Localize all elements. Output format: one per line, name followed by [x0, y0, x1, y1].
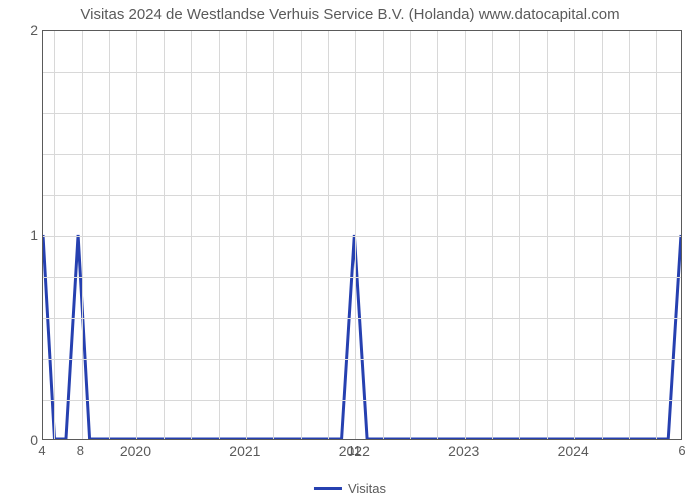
data-point-label: 6	[678, 443, 685, 458]
grid-line-h-major	[43, 236, 681, 237]
grid-line-v-minor	[54, 31, 55, 439]
grid-line-v-minor	[219, 31, 220, 439]
grid-line-v-minor	[273, 31, 274, 439]
legend-swatch	[314, 487, 342, 490]
data-point-label: 4	[38, 443, 45, 458]
chart-container: Visitas 2024 de Westlandse Verhuis Servi…	[0, 0, 700, 500]
line-path-svg	[43, 31, 681, 439]
grid-line-v-minor	[328, 31, 329, 439]
grid-line-v-minor	[629, 31, 630, 439]
grid-line-h	[43, 113, 681, 114]
x-tick-label: 2023	[448, 443, 479, 459]
x-tick-label: 2021	[229, 443, 260, 459]
grid-line-v-minor	[547, 31, 548, 439]
x-tick-label: 2020	[120, 443, 151, 459]
y-tick-label: 2	[30, 22, 38, 38]
grid-line-v-minor	[602, 31, 603, 439]
data-point-label: 11	[348, 443, 362, 458]
grid-line-v-minor	[301, 31, 302, 439]
grid-line-v-minor	[519, 31, 520, 439]
grid-line-v-major	[136, 31, 137, 439]
y-tick-label: 1	[30, 227, 38, 243]
grid-line-h	[43, 195, 681, 196]
grid-line-v-minor	[82, 31, 83, 439]
x-tick-label: 2024	[558, 443, 589, 459]
grid-line-v-minor	[383, 31, 384, 439]
grid-line-v-minor	[191, 31, 192, 439]
grid-line-v-minor	[410, 31, 411, 439]
y-tick-label: 0	[30, 432, 38, 448]
grid-line-v-minor	[656, 31, 657, 439]
grid-line-h	[43, 154, 681, 155]
legend: Visitas	[314, 481, 386, 496]
grid-line-h	[43, 400, 681, 401]
grid-line-v-major	[355, 31, 356, 439]
grid-line-v-major	[246, 31, 247, 439]
grid-line-v-minor	[164, 31, 165, 439]
grid-line-v-major	[574, 31, 575, 439]
grid-line-h	[43, 318, 681, 319]
grid-line-v-minor	[492, 31, 493, 439]
grid-line-v-major	[465, 31, 466, 439]
plot-area	[42, 30, 682, 440]
grid-line-v-minor	[437, 31, 438, 439]
legend-label: Visitas	[348, 481, 386, 496]
grid-line-h	[43, 277, 681, 278]
grid-line-v-minor	[109, 31, 110, 439]
chart-title: Visitas 2024 de Westlandse Verhuis Servi…	[0, 0, 700, 25]
data-point-label: 8	[77, 443, 84, 458]
grid-line-h	[43, 359, 681, 360]
grid-line-h	[43, 72, 681, 73]
